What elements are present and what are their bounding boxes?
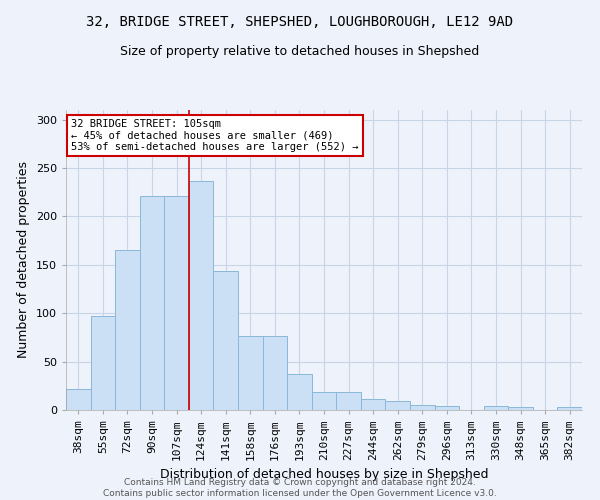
Bar [336,392,361,410]
Bar [385,402,410,410]
Bar [508,407,533,410]
Bar [189,180,214,410]
Bar [66,388,91,410]
Text: Size of property relative to detached houses in Shepshed: Size of property relative to detached ho… [121,45,479,58]
Y-axis label: Number of detached properties: Number of detached properties [17,162,30,358]
Bar [115,250,140,410]
Bar [312,392,336,410]
Text: Contains HM Land Registry data © Crown copyright and database right 2024.
Contai: Contains HM Land Registry data © Crown c… [103,478,497,498]
X-axis label: Distribution of detached houses by size in Shepshed: Distribution of detached houses by size … [160,468,488,481]
Bar [484,406,508,410]
Bar [287,374,312,410]
Bar [214,270,238,410]
Bar [140,196,164,410]
Bar [557,407,582,410]
Text: 32 BRIDGE STREET: 105sqm
← 45% of detached houses are smaller (469)
53% of semi-: 32 BRIDGE STREET: 105sqm ← 45% of detach… [71,119,359,152]
Bar [91,316,115,410]
Bar [263,336,287,410]
Text: 32, BRIDGE STREET, SHEPSHED, LOUGHBOROUGH, LE12 9AD: 32, BRIDGE STREET, SHEPSHED, LOUGHBOROUG… [86,15,514,29]
Bar [434,406,459,410]
Bar [164,196,189,410]
Bar [410,405,434,410]
Bar [361,400,385,410]
Bar [238,336,263,410]
